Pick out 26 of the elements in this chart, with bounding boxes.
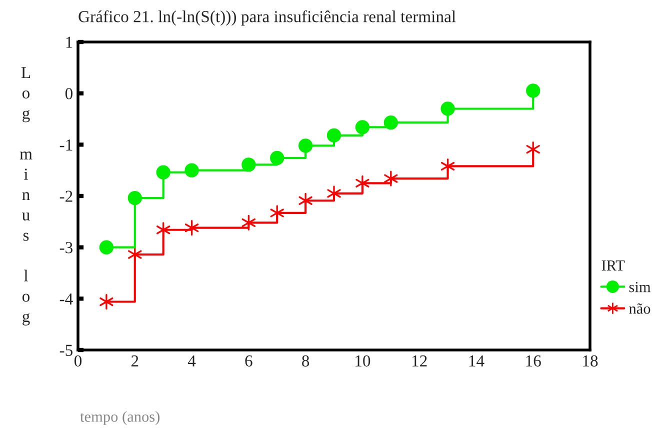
y-tick-label: -3 bbox=[60, 242, 72, 254]
x-tick-label: 4 bbox=[188, 355, 196, 366]
chart-title: Gráfico 21. ln(-ln(S(t))) para insuficiência renal terminal bbox=[78, 10, 456, 26]
y-tick-label: -2 bbox=[60, 190, 72, 202]
x-tick-label: 18 bbox=[583, 355, 598, 367]
point bbox=[100, 294, 114, 310]
x-tick-label: 6 bbox=[245, 355, 252, 367]
x-tick-label: 12 bbox=[412, 355, 427, 366]
legend-label: sim bbox=[629, 282, 651, 292]
x-tick-label: 2 bbox=[131, 355, 138, 366]
point bbox=[99, 240, 114, 254]
x-tick-label: 8 bbox=[302, 355, 310, 367]
y-tick-label: 1 bbox=[66, 36, 72, 48]
y-tick-label: -4 bbox=[60, 293, 73, 304]
text: Log minus log bbox=[20, 67, 32, 326]
x-tick-label: 10 bbox=[356, 355, 370, 367]
x-tick-label: 16 bbox=[526, 355, 541, 367]
x-tick-label: 14 bbox=[469, 355, 484, 366]
y-tick-label: -5 bbox=[60, 344, 72, 356]
legend-label: não bbox=[629, 303, 650, 314]
x-tick-label: 0 bbox=[74, 355, 82, 367]
legend-title: IRT bbox=[602, 260, 625, 270]
x-axis-title: tempo (anos) bbox=[80, 411, 160, 425]
y-tick-label: -1 bbox=[60, 139, 72, 150]
y-tick-label: 0 bbox=[65, 88, 73, 100]
point bbox=[526, 84, 540, 98]
